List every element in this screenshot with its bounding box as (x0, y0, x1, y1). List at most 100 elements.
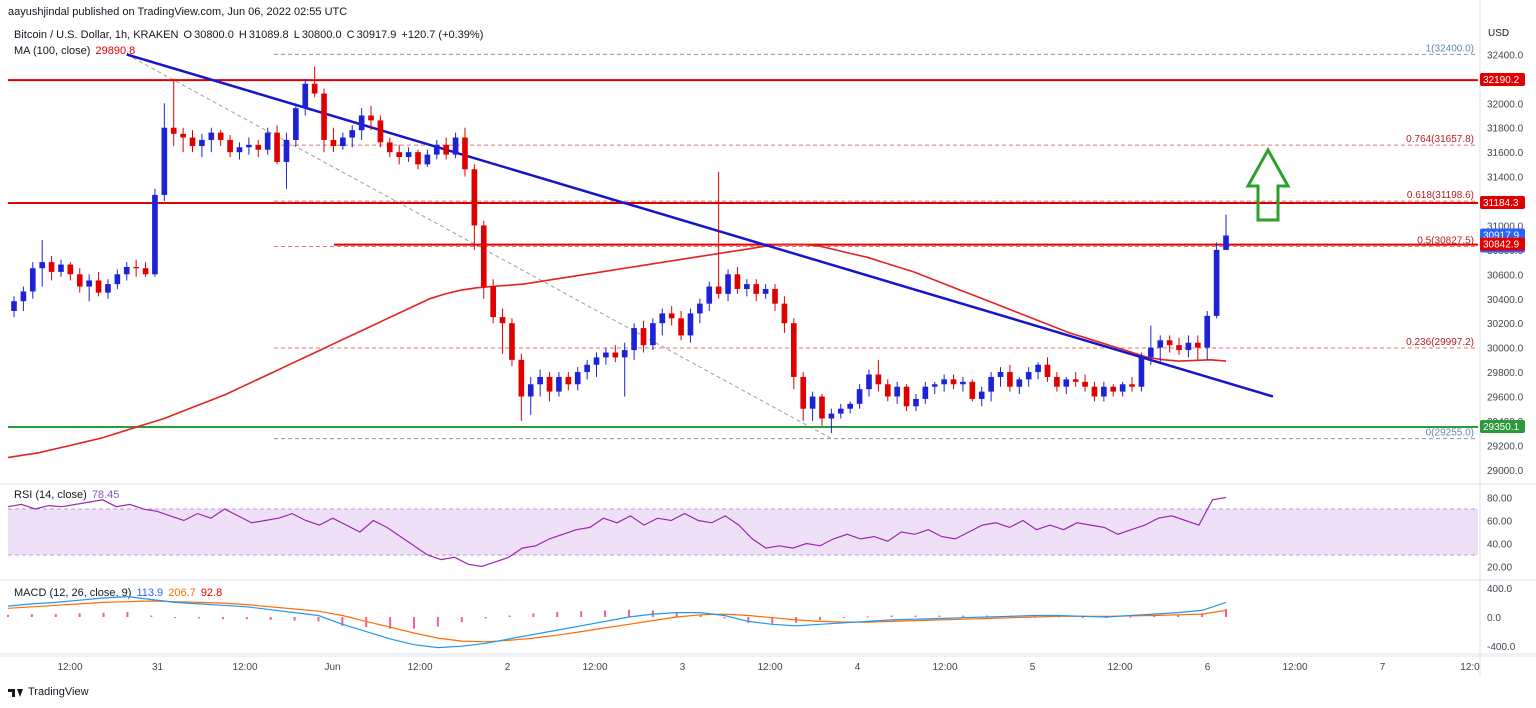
candle-body (199, 139, 205, 147)
candle-body (856, 389, 863, 404)
time-tick-label: 12:00 (757, 662, 782, 673)
time-tick-label: 12:00 (57, 662, 82, 673)
macd-label: MACD (12, 26, close, 9) (14, 587, 132, 599)
rsi-value: 78.45 (91, 489, 120, 501)
candle-body (1157, 340, 1164, 348)
candle-body (960, 381, 966, 385)
candle-body (189, 137, 196, 147)
candle-body (1044, 364, 1051, 377)
candle-body (67, 264, 74, 275)
candle-body (1166, 340, 1173, 346)
time-tick-label: 6 (1205, 662, 1211, 673)
candle-body (1110, 386, 1117, 392)
rsi-tick-label: 60.00 (1487, 517, 1512, 528)
rsi-label: RSI (14, close) (14, 489, 87, 501)
candle-body (875, 374, 882, 385)
rsi-band (8, 509, 1478, 555)
candle-body (1072, 379, 1079, 382)
macd-histogram-bar (866, 616, 869, 618)
candle-body (227, 139, 233, 153)
candle-body (264, 132, 271, 150)
macd-histogram-bar (293, 617, 296, 621)
candle-body (208, 132, 215, 140)
candle-body (988, 376, 994, 392)
candle-body (640, 328, 647, 346)
candle-body (76, 274, 83, 287)
macd-histogram-bar (198, 617, 201, 619)
macd-histogram-bar (245, 617, 248, 620)
candle-body (950, 379, 957, 385)
candle-body (39, 262, 46, 269)
up-arrow-annotation (1245, 146, 1291, 222)
price-tick-label: 30200.0 (1487, 319, 1524, 330)
candle-body (978, 391, 985, 399)
candle-body (659, 313, 666, 324)
price-tick-label: 31600.0 (1487, 148, 1524, 159)
candle-body (941, 379, 947, 385)
candle-body (1194, 342, 1201, 348)
macd-tick-label: 400.0 (1487, 584, 1512, 595)
macd-histogram-bar (78, 613, 81, 617)
candle-body (762, 288, 769, 294)
symbol-legend: Bitcoin / U.S. Dollar, 1h, KRAKEN O 30800… (14, 29, 485, 41)
candle-body (217, 132, 224, 140)
macd-histogram-bar (556, 611, 559, 617)
candle-body (1119, 384, 1126, 392)
time-tick-label: 12:00 (1282, 662, 1307, 673)
price-tick-label: 31800.0 (1487, 124, 1524, 135)
candle-body (142, 268, 149, 275)
macd-histogram-bar (914, 615, 917, 617)
candle-body (170, 127, 177, 134)
candle-body (537, 376, 543, 385)
ohlc-low: 30800.0 (301, 29, 342, 41)
candle-body (847, 403, 854, 409)
candle-body (349, 130, 356, 138)
candle-body (377, 120, 384, 143)
candle-body (1213, 249, 1220, 316)
candle-body (715, 286, 722, 294)
macd-histogram-bar (699, 614, 702, 617)
macd-histogram-bar (771, 617, 774, 624)
candle-body (293, 108, 299, 140)
candle-body (114, 274, 121, 285)
rsi-tick-label: 80.00 (1487, 494, 1512, 505)
macd-signal-value: 206.7 (168, 587, 196, 599)
macd-histogram-bar (150, 615, 153, 617)
price-axis-badge-value: 30842.9 (1483, 240, 1520, 251)
candle-body (593, 357, 600, 365)
macd-histogram-bar (962, 615, 965, 617)
time-tick-label: 7 (1380, 662, 1386, 673)
candle-body (725, 274, 731, 294)
ohlc-open: 30800.0 (194, 29, 234, 41)
candle-body (584, 364, 590, 373)
ohlc-close: 30917.9 (356, 29, 397, 41)
candle-body (311, 83, 318, 94)
time-tick-label: 5 (1030, 662, 1036, 673)
candle-body (668, 313, 675, 319)
fib-level-label: 0.236(29997.2) (1406, 337, 1474, 348)
time-tick-label: Jun (324, 662, 340, 673)
ma-value: 29890.8 (95, 45, 136, 57)
candle-body (603, 352, 609, 358)
candle-body (330, 139, 337, 147)
candle-body (462, 137, 468, 170)
candle-body (29, 268, 36, 292)
macd-histogram-bar (269, 617, 272, 620)
macd-histogram-bar (675, 612, 678, 617)
candle-body (1025, 372, 1032, 380)
candle-body (903, 386, 910, 407)
candle-body (546, 376, 553, 392)
price-tick-label: 30000.0 (1487, 344, 1524, 355)
candle-body (405, 152, 412, 158)
candle-body (894, 386, 900, 397)
candle-body (565, 376, 572, 385)
price-tick-label: 31400.0 (1487, 173, 1524, 184)
candle-body (246, 144, 252, 148)
candle-body (574, 372, 581, 385)
candle-body (86, 280, 92, 287)
candle-body (753, 284, 760, 294)
price-axis-badge-value: 32190.2 (1483, 75, 1520, 86)
macd-histogram-bar (1201, 613, 1204, 617)
candle-body (1138, 357, 1145, 387)
